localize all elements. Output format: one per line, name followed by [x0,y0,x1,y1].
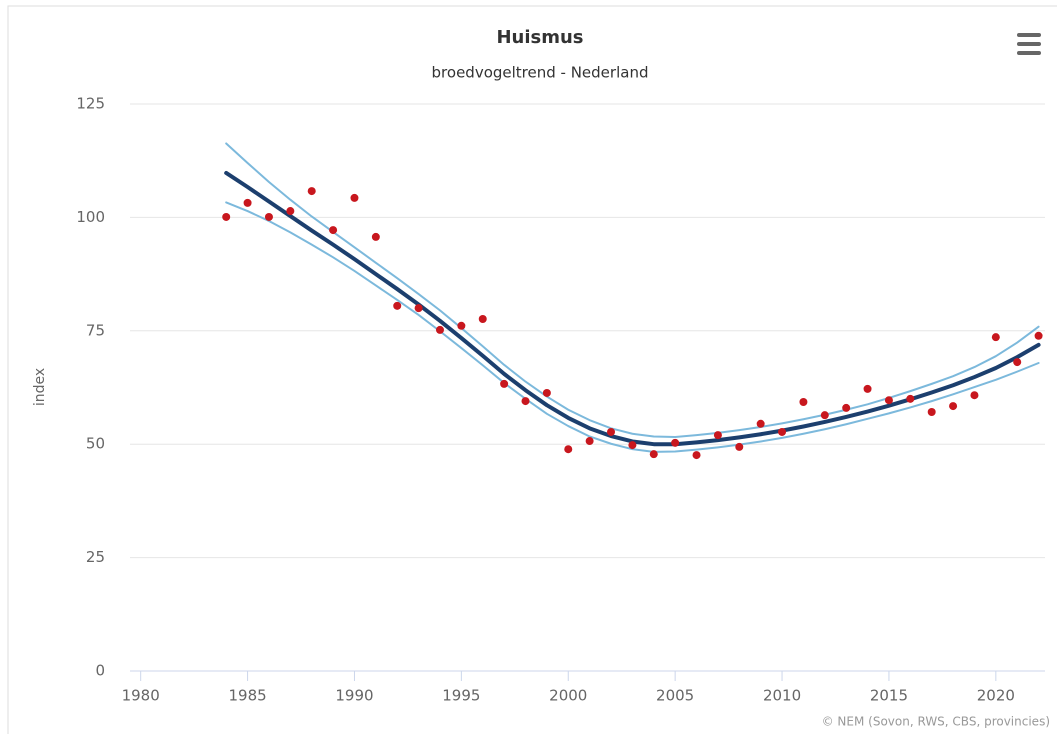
data-point [884,396,893,405]
x-tick-label: 2000 [549,687,587,705]
data-point [799,398,808,407]
data-point [393,301,402,310]
y-tick-label: 25 [86,548,105,566]
data-point [927,407,936,416]
x-tick-label: 2005 [656,687,694,705]
data-point [478,315,487,324]
data-point [414,304,423,313]
x-tick-label: 1990 [335,687,373,705]
x-tick-label: 2015 [870,687,908,705]
data-point [350,193,359,202]
y-tick-label: 100 [76,208,105,226]
data-point [820,411,829,420]
data-point [649,450,658,459]
data-point [222,212,231,221]
data-point [713,431,722,440]
data-point [607,427,616,436]
trend-line [225,201,1040,453]
menu-bar [1017,51,1041,55]
data-point [329,226,338,235]
data-point [307,187,316,196]
menu-bar [1017,33,1041,37]
data-point [863,384,872,393]
chart-subtitle: broedvogeltrend - Nederland [432,64,649,82]
data-point [435,325,444,334]
x-tick-label: 2020 [977,687,1015,705]
data-point [842,403,851,412]
data-point [564,445,573,454]
data-point [735,442,744,451]
credit: © NEM (Sovon, RWS, CBS, provincies) [822,715,1050,729]
data-point [457,321,466,330]
data-point [1034,331,1043,340]
data-point [542,388,551,397]
data-point [585,437,594,446]
y-tick-label: 0 [95,662,105,680]
chart-frame [7,5,1057,734]
data-point [671,438,680,447]
menu-bar [1017,42,1041,46]
x-tick-label: 2010 [763,687,801,705]
data-point [692,451,701,460]
data-point [906,394,915,403]
y-tick-label: 125 [76,95,105,113]
data-point [500,379,509,388]
y-tick-label: 50 [86,435,105,453]
x-tick-label: 1985 [228,687,266,705]
data-point [521,397,530,406]
data-point [286,207,295,216]
data-point [371,232,380,241]
x-tick-label: 1995 [442,687,480,705]
menu-button[interactable] [1017,33,1041,55]
data-point [628,441,637,450]
data-point [991,333,1000,342]
trend-line [225,142,1040,438]
data-point [264,212,273,221]
data-point [756,419,765,428]
data-point [949,402,958,411]
data-point [778,427,787,436]
y-tick-label: 75 [86,321,105,339]
data-point [1013,358,1022,367]
data-point [243,198,252,207]
chart-title: Huismus [496,27,583,48]
data-point [970,391,979,400]
x-tick-label: 1980 [122,687,160,705]
y-axis-label: index [32,368,48,406]
